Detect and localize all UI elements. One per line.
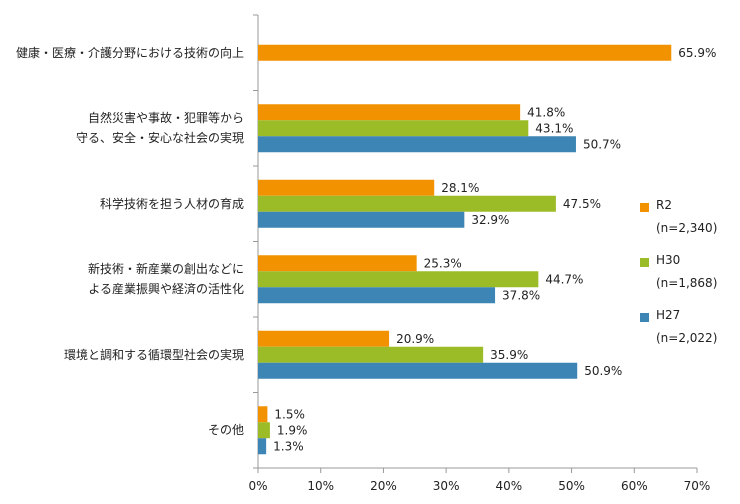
bar-h30: [258, 346, 484, 363]
legend-sample-size: (n=2,022): [656, 331, 718, 345]
bar-h27: [258, 362, 578, 379]
category-label-line: 自然災害や事故・犯罪等から: [87, 111, 244, 126]
x-tick-label: 20%: [370, 479, 397, 493]
x-tick-label: 0%: [248, 479, 267, 493]
category-label: その他: [0, 420, 244, 440]
bar-value-label: 50.7%: [583, 137, 621, 151]
x-tick-label: 70%: [684, 479, 711, 493]
x-tick-label: 50%: [558, 479, 585, 493]
bar-r2: [258, 44, 672, 61]
bar-h27: [258, 211, 465, 228]
bar-value-label: 50.9%: [584, 364, 622, 378]
bar-h27: [258, 438, 267, 455]
bar-r2: [258, 406, 268, 423]
bar-value-label: 1.5%: [274, 407, 305, 421]
category-label-line: その他: [207, 423, 244, 438]
x-tick-label: 30%: [433, 479, 460, 493]
bar-value-label: 20.9%: [396, 332, 434, 346]
bar-h30: [258, 120, 529, 137]
bar-r2: [258, 179, 435, 196]
bar-h27: [258, 136, 576, 153]
bar-value-label: 41.8%: [527, 105, 565, 119]
bar-value-label: 32.9%: [471, 213, 509, 227]
x-tick-label: 10%: [307, 479, 334, 493]
category-label-line: 守る、安全・安心な社会の実現: [75, 131, 244, 146]
legend-label: H27: [656, 308, 681, 322]
legend-sample-size: (n=2,340): [656, 221, 718, 235]
bar-value-label: 43.1%: [535, 121, 573, 135]
category-label-line: 健康・医療・介護分野における技術の向上: [15, 45, 244, 60]
bar-value-label: 25.3%: [424, 256, 462, 270]
bar-value-label: 44.7%: [545, 272, 583, 286]
bar-value-label: 1.3%: [273, 439, 304, 453]
category-label: 健康・医療・介護分野における技術の向上: [0, 43, 244, 63]
bar-value-label: 47.5%: [563, 197, 601, 211]
bar-value-label: 35.9%: [490, 348, 528, 362]
category-label: 新技術・新産業の創出などに よる産業振興や経済の活性化: [0, 259, 244, 299]
category-label: 環境と調和する循環型社会の実現: [0, 345, 244, 365]
legend-swatch-h30: [640, 258, 649, 267]
x-tick-label: 40%: [496, 479, 523, 493]
bar-value-label: 65.9%: [678, 46, 716, 60]
bar-h27: [258, 287, 496, 304]
category-label: 自然災害や事故・犯罪等から守る、安全・安心な社会の実現: [0, 108, 244, 148]
category-label-line: 環境と調和する循環型社会の実現: [63, 347, 244, 362]
legend-swatch-h27: [640, 313, 649, 322]
bar-value-label: 28.1%: [441, 181, 479, 195]
bar-r2: [258, 255, 417, 272]
category-label-line: よる産業振興や経済の活性化: [88, 282, 244, 297]
legend-label: R2: [656, 198, 672, 212]
legend-sample-size: (n=1,868): [656, 276, 718, 290]
x-tick-label: 60%: [621, 479, 648, 493]
bar-value-label: 1.9%: [277, 423, 308, 437]
bar-r2: [258, 104, 521, 121]
bar-h30: [258, 271, 539, 288]
category-label: 科学技術を担う人材の育成: [0, 194, 244, 214]
bar-h30: [258, 422, 270, 439]
bar-value-label: 37.8%: [502, 288, 540, 302]
bar-h30: [258, 195, 556, 212]
legend-swatch-r2: [640, 203, 649, 212]
category-label-line: 新技術・新産業の創出などに: [87, 262, 244, 277]
legend-label: H30: [656, 253, 681, 267]
category-label-line: 科学技術を担う人材の育成: [99, 196, 244, 211]
bar-r2: [258, 330, 390, 347]
